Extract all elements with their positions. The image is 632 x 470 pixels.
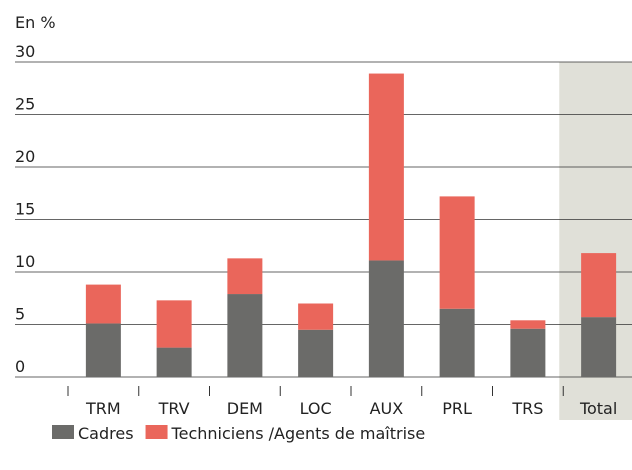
bar-segment (439, 308, 475, 377)
x-tick-label: TRV (158, 399, 190, 418)
y-tick-label: 5 (15, 305, 25, 324)
bar-segment (156, 347, 192, 377)
bar-segment (368, 73, 404, 261)
x-tick-label: AUX (370, 399, 404, 418)
legend-swatch (52, 425, 74, 439)
bar-segment (85, 284, 121, 324)
bar-segment (85, 323, 121, 377)
x-tick-label: TRS (511, 399, 543, 418)
x-tick-label: LOC (300, 399, 332, 418)
y-tick-label: 20 (15, 147, 35, 166)
bar-segment (298, 329, 334, 377)
bar-segment (227, 294, 263, 377)
y-tick-label: 10 (15, 252, 35, 271)
x-tick-label: DEM (227, 399, 263, 418)
legend-swatch (145, 425, 168, 439)
bar-segment (581, 317, 617, 377)
x-tick-label: TRM (85, 399, 121, 418)
x-tick-label: Total (579, 399, 617, 418)
y-tick-label: 30 (15, 42, 35, 61)
legend-label: Cadres (78, 424, 134, 443)
bar-segment (227, 258, 263, 295)
legend-label: Techniciens /Agents de maîtrise (171, 424, 426, 443)
bar-segment (298, 303, 334, 330)
y-tick-label: 15 (15, 200, 35, 219)
bar-segment (368, 260, 404, 377)
bar-segment (439, 196, 475, 309)
y-tick-label: 0 (15, 357, 25, 376)
y-axis-label: En % (15, 13, 56, 32)
x-tick-label: PRL (442, 399, 472, 418)
bar-segment (510, 320, 546, 329)
bar-segment (581, 253, 617, 318)
bar-segment (156, 300, 192, 348)
bar-segment (510, 328, 546, 377)
y-tick-label: 25 (15, 95, 35, 114)
